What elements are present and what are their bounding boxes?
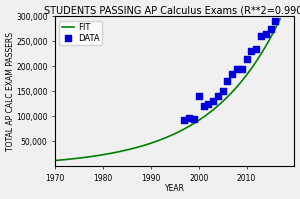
DATA — [225, 80, 230, 83]
DATA — [182, 118, 187, 121]
DATA — [259, 35, 263, 38]
DATA — [230, 72, 235, 75]
DATA — [235, 67, 239, 70]
FIT — [160, 138, 164, 140]
DATA — [196, 95, 201, 98]
DATA — [239, 67, 244, 70]
X-axis label: YEAR: YEAR — [165, 184, 185, 193]
DATA — [206, 102, 211, 105]
FIT — [175, 132, 179, 134]
DATA — [192, 117, 197, 120]
DATA — [187, 117, 192, 120]
Title: STUDENTS PASSING AP Calculus Exams (R**2=0.990): STUDENTS PASSING AP Calculus Exams (R**2… — [44, 6, 300, 16]
DATA — [249, 50, 254, 53]
DATA — [244, 57, 249, 60]
DATA — [201, 105, 206, 108]
FIT — [278, 18, 282, 20]
FIT — [273, 28, 277, 31]
Line: FIT: FIT — [55, 19, 280, 161]
DATA — [254, 47, 259, 50]
FIT — [187, 125, 191, 128]
Legend: FIT, DATA: FIT, DATA — [59, 20, 102, 45]
FIT — [53, 159, 57, 162]
DATA — [211, 100, 215, 103]
Y-axis label: TOTAL AP CALC EXAM PASSERS: TOTAL AP CALC EXAM PASSERS — [6, 32, 15, 151]
DATA — [263, 32, 268, 35]
DATA — [273, 20, 278, 23]
DATA — [215, 95, 220, 98]
DATA — [220, 90, 225, 93]
FIT — [238, 83, 241, 85]
FIT — [162, 138, 165, 140]
DATA — [268, 27, 273, 30]
